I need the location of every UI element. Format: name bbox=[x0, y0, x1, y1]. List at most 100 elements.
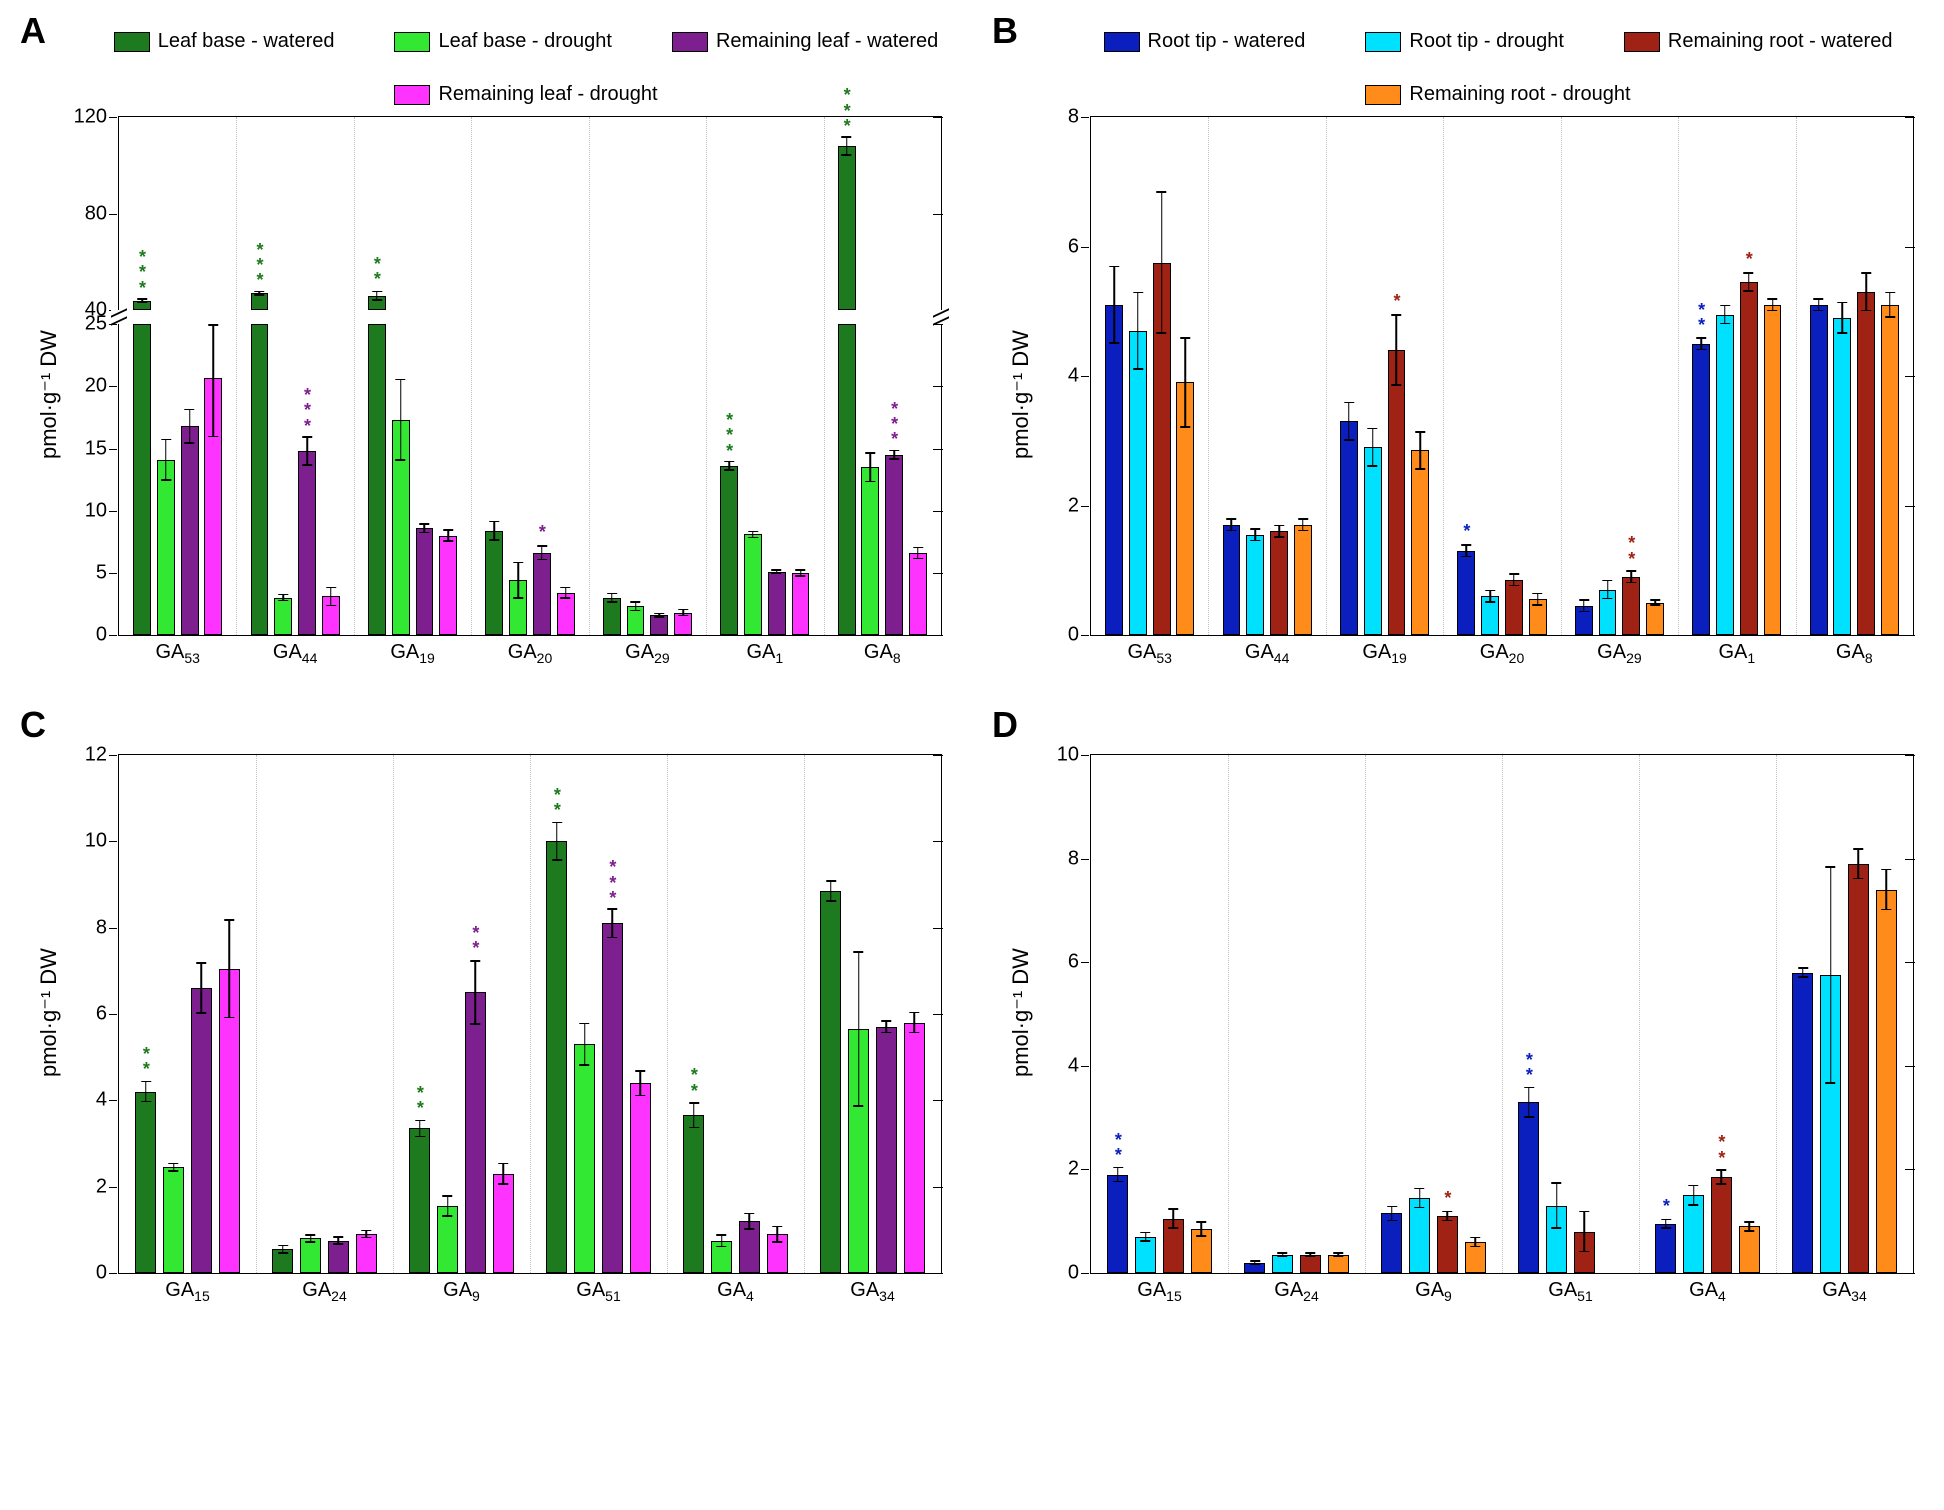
bar bbox=[493, 1174, 514, 1273]
bar bbox=[356, 1234, 377, 1273]
panel-a: A Leaf base - watered Leaf base - drought… bbox=[0, 0, 972, 694]
legend-item: Root tip - drought bbox=[1365, 30, 1564, 53]
bar bbox=[1857, 292, 1875, 635]
bar bbox=[904, 1023, 925, 1273]
legend-item: Remaining leaf - watered bbox=[672, 30, 938, 53]
legend-label: Leaf base - drought bbox=[438, 30, 611, 53]
bar bbox=[1223, 525, 1241, 635]
plot-c: 024681012GA15GA24GA9GA51GA4GA34*********… bbox=[118, 754, 942, 1274]
swatch bbox=[1365, 85, 1401, 105]
legend-root: Root tip - watered Root tip - drought Rema… bbox=[1082, 30, 1914, 106]
bar bbox=[1272, 1255, 1293, 1273]
legend-item: Leaf base - watered bbox=[114, 30, 335, 53]
figure: A Leaf base - watered Leaf base - drought… bbox=[0, 0, 1944, 1332]
panel-a-label: A bbox=[20, 10, 46, 52]
bar bbox=[1388, 350, 1406, 635]
bar bbox=[1437, 1216, 1458, 1273]
ylabel-b: pmol·g⁻¹ DW bbox=[1002, 116, 1040, 674]
legend-label: Remaining leaf - watered bbox=[716, 30, 938, 53]
bar bbox=[1129, 331, 1147, 635]
swatch bbox=[1624, 32, 1660, 52]
panel-c: C pmol·g⁻¹ DW 024681012GA15GA24GA9GA51GA… bbox=[0, 694, 972, 1332]
bar bbox=[465, 992, 486, 1273]
swatch bbox=[672, 32, 708, 52]
swatch bbox=[394, 32, 430, 52]
chart-d: pmol·g⁻¹ DW 0246810GA15GA24GA9GA51GA4GA3… bbox=[1002, 714, 1914, 1312]
bar bbox=[1764, 305, 1782, 635]
bar bbox=[1107, 1175, 1128, 1273]
bar bbox=[191, 988, 212, 1273]
bar bbox=[1328, 1255, 1349, 1273]
bar bbox=[1792, 973, 1813, 1273]
bar bbox=[1881, 305, 1899, 635]
bar bbox=[1270, 531, 1288, 635]
bar bbox=[1300, 1255, 1321, 1273]
bar bbox=[1381, 1213, 1402, 1273]
legend-leaf: Leaf base - watered Leaf base - drought Re… bbox=[110, 30, 942, 106]
legend-item: Remaining root - watered bbox=[1624, 30, 1893, 53]
bar bbox=[1518, 1102, 1539, 1273]
chart-b: pmol·g⁻¹ DW 02468GA53GA44GA19GA20GA29GA1… bbox=[1002, 116, 1914, 674]
plot-b: 02468GA53GA44GA19GA20GA29GA1GA8******* bbox=[1090, 116, 1914, 636]
bar bbox=[1246, 535, 1264, 635]
bar bbox=[1711, 1177, 1732, 1273]
ylabel-d: pmol·g⁻¹ DW bbox=[1002, 714, 1040, 1312]
bar bbox=[1364, 447, 1382, 635]
bar bbox=[1340, 421, 1358, 635]
plot-a: 05101520254080120GA53GA44GA19GA20GA29GA1… bbox=[118, 116, 942, 636]
bar bbox=[1740, 282, 1758, 635]
plot-d: 0246810GA15GA24GA9GA51GA4GA34******** bbox=[1090, 754, 1914, 1274]
bar bbox=[683, 1115, 704, 1273]
bar bbox=[135, 1092, 156, 1273]
bar bbox=[1411, 450, 1429, 635]
ylabel-c: pmol·g⁻¹ DW bbox=[30, 714, 68, 1312]
legend-item: Leaf base - drought bbox=[394, 30, 611, 53]
panel-d: D pmol·g⁻¹ DW 0246810GA15GA24GA9GA51GA4G… bbox=[972, 694, 1944, 1332]
bar bbox=[1739, 1226, 1760, 1273]
bar bbox=[820, 891, 841, 1273]
legend-label: Remaining root - watered bbox=[1668, 30, 1893, 53]
bar bbox=[1810, 305, 1828, 635]
bar bbox=[876, 1027, 897, 1273]
legend-item: Root tip - watered bbox=[1104, 30, 1306, 53]
chart-c: pmol·g⁻¹ DW 024681012GA15GA24GA9GA51GA4G… bbox=[30, 714, 942, 1312]
legend-label: Leaf base - watered bbox=[158, 30, 335, 53]
bar bbox=[1294, 525, 1312, 635]
bar bbox=[300, 1238, 321, 1273]
bar bbox=[1505, 580, 1523, 635]
chart-a: pmol·g⁻¹ DW 05101520254080120GA53GA44GA1… bbox=[30, 116, 942, 674]
bar bbox=[1692, 344, 1710, 635]
bar bbox=[409, 1128, 430, 1273]
bar bbox=[630, 1083, 651, 1273]
swatch bbox=[1104, 32, 1140, 52]
bar bbox=[1105, 305, 1123, 635]
bar bbox=[1833, 318, 1851, 635]
bar bbox=[1848, 864, 1869, 1273]
bar bbox=[1135, 1237, 1156, 1273]
swatch bbox=[114, 32, 150, 52]
bar bbox=[1622, 577, 1640, 635]
swatch bbox=[1365, 32, 1401, 52]
panel-b: B Root tip - watered Root tip - drought Re… bbox=[972, 0, 1944, 694]
bar bbox=[546, 841, 567, 1273]
bar bbox=[163, 1167, 184, 1273]
bar bbox=[1655, 1224, 1676, 1273]
bar bbox=[602, 923, 623, 1273]
legend-label: Root tip - drought bbox=[1409, 30, 1564, 53]
swatch bbox=[394, 85, 430, 105]
legend-label: Remaining root - drought bbox=[1409, 83, 1630, 106]
ylabel-a: pmol·g⁻¹ DW bbox=[30, 116, 68, 674]
legend-label: Remaining leaf - drought bbox=[438, 83, 657, 106]
bar bbox=[1457, 551, 1475, 635]
bar bbox=[328, 1241, 349, 1273]
legend-label: Root tip - watered bbox=[1148, 30, 1306, 53]
bar bbox=[1683, 1195, 1704, 1273]
bar bbox=[1646, 603, 1664, 635]
bar bbox=[1409, 1198, 1430, 1273]
legend-item: Remaining leaf - drought bbox=[394, 83, 657, 106]
bar bbox=[1876, 890, 1897, 1273]
legend-item: Remaining root - drought bbox=[1365, 83, 1630, 106]
bar bbox=[574, 1044, 595, 1273]
bar bbox=[1716, 315, 1734, 636]
panel-b-label: B bbox=[992, 10, 1018, 52]
